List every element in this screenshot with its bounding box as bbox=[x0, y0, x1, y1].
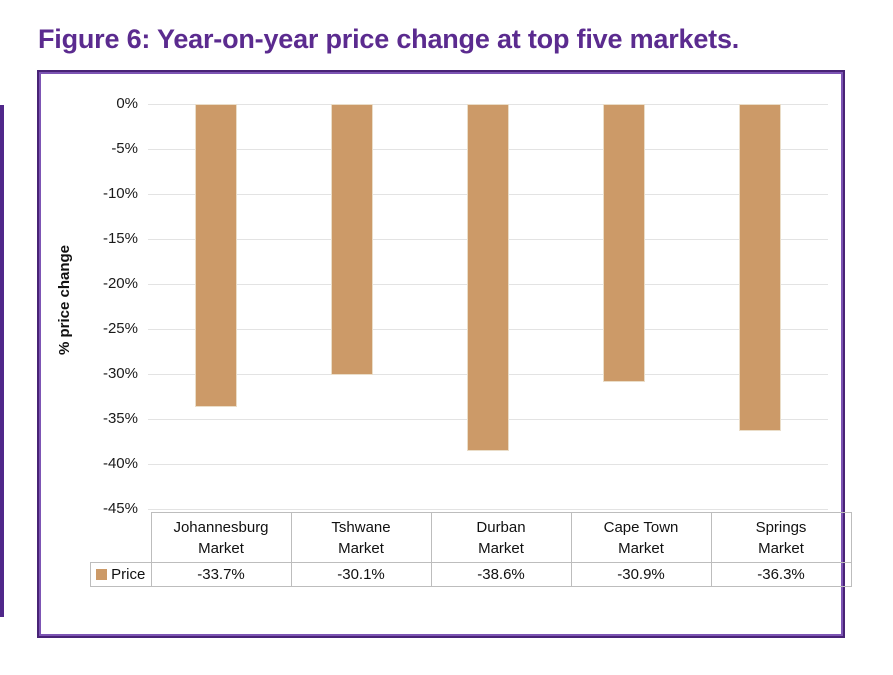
y-tick-label: 0% bbox=[116, 95, 138, 112]
y-tick-label: -35% bbox=[102, 410, 138, 427]
table-header-cell: Tshwane Market bbox=[290, 512, 432, 563]
table-header-cell: Durban Market bbox=[430, 512, 572, 563]
y-gridline bbox=[148, 509, 828, 510]
y-tick-label: -30% bbox=[102, 365, 138, 382]
figure-title: Figure 6: Year-on-year price change at t… bbox=[38, 24, 740, 54]
price-bar-3 bbox=[467, 104, 509, 452]
price-bar-2 bbox=[331, 104, 373, 375]
table-header-cell: Cape Town Market bbox=[570, 512, 712, 563]
legend-price-label: Price bbox=[111, 566, 146, 583]
table-value-cell: -38.6% bbox=[430, 562, 572, 587]
legend-spacer-cell bbox=[91, 513, 152, 563]
y-tick-label: -45% bbox=[102, 500, 138, 517]
table-value-cell: -30.9% bbox=[570, 562, 712, 587]
y-gridline bbox=[148, 464, 828, 465]
table-value-cell: -36.3% bbox=[710, 562, 852, 587]
table-header-cell: Springs Market bbox=[710, 512, 852, 563]
y-tick-label: -20% bbox=[102, 275, 138, 292]
table-value-cell: -30.1% bbox=[290, 562, 432, 587]
offscreen-figure-border-fragment bbox=[0, 105, 4, 617]
y-tick-label: -40% bbox=[102, 455, 138, 472]
legend-price-cell: Price bbox=[90, 562, 152, 587]
price-bar-4 bbox=[603, 104, 645, 383]
table-value-cell: -33.7% bbox=[150, 562, 292, 587]
y-tick-label: -15% bbox=[102, 230, 138, 247]
chart-data-table: Johannesburg Market Tshwane Market Durban … bbox=[90, 512, 852, 587]
price-bar-5 bbox=[739, 104, 781, 431]
table-header-cell: Johannesburg Market bbox=[150, 512, 292, 563]
y-tick-label: -10% bbox=[102, 185, 138, 202]
price-bar-1 bbox=[195, 104, 237, 408]
table-header-row: Johannesburg Market Tshwane Market Durban … bbox=[91, 512, 852, 563]
table-value-row: Price -33.7% -30.1% -38.6% -30.9% -36.3% bbox=[90, 562, 852, 587]
y-tick-label: -25% bbox=[102, 320, 138, 337]
price-series-swatch-icon bbox=[96, 569, 108, 580]
y-tick-label: -5% bbox=[111, 140, 138, 157]
